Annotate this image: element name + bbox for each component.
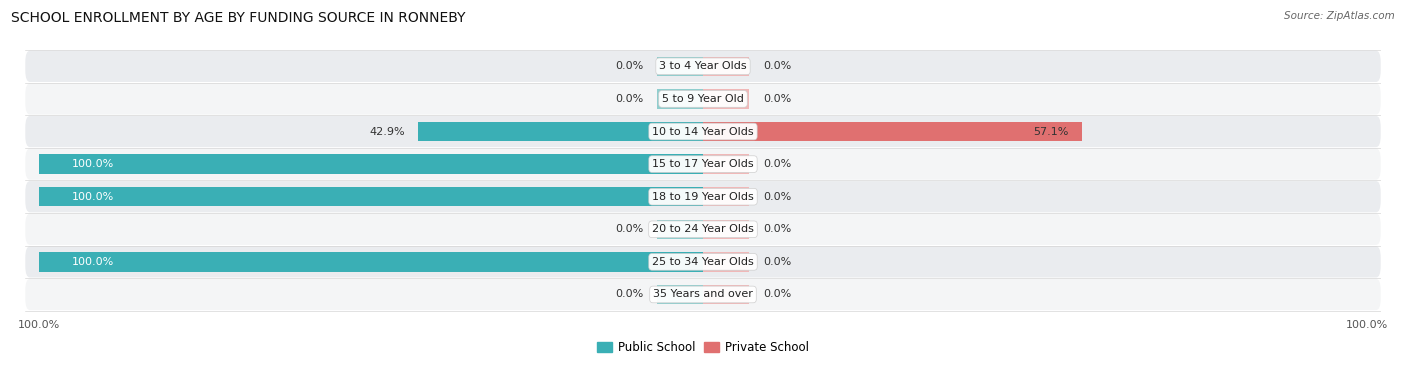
Text: 0.0%: 0.0% [763, 61, 792, 71]
Legend: Public School, Private School: Public School, Private School [593, 336, 813, 359]
Bar [703, 89, 749, 109]
FancyBboxPatch shape [25, 83, 1381, 115]
Bar [657, 219, 703, 239]
Bar [703, 252, 749, 272]
Bar [39, 187, 703, 207]
FancyBboxPatch shape [25, 181, 1381, 212]
Text: 100.0%: 100.0% [72, 257, 114, 267]
Text: Source: ZipAtlas.com: Source: ZipAtlas.com [1284, 11, 1395, 21]
Text: 3 to 4 Year Olds: 3 to 4 Year Olds [659, 61, 747, 71]
Text: 0.0%: 0.0% [763, 94, 792, 104]
Text: 0.0%: 0.0% [614, 224, 643, 234]
Bar [657, 57, 703, 76]
Text: 20 to 24 Year Olds: 20 to 24 Year Olds [652, 224, 754, 234]
Text: 35 Years and over: 35 Years and over [652, 290, 754, 299]
Text: 18 to 19 Year Olds: 18 to 19 Year Olds [652, 192, 754, 202]
FancyBboxPatch shape [25, 279, 1381, 310]
Text: 0.0%: 0.0% [614, 290, 643, 299]
Bar [703, 154, 749, 174]
Text: 0.0%: 0.0% [763, 192, 792, 202]
FancyBboxPatch shape [25, 116, 1381, 147]
Text: 0.0%: 0.0% [763, 257, 792, 267]
Bar [657, 285, 703, 304]
Text: 0.0%: 0.0% [614, 94, 643, 104]
Text: 100.0%: 100.0% [72, 192, 114, 202]
Text: 57.1%: 57.1% [1033, 127, 1069, 136]
Bar [703, 122, 1083, 141]
FancyBboxPatch shape [25, 214, 1381, 245]
Bar [703, 285, 749, 304]
FancyBboxPatch shape [25, 51, 1381, 82]
Text: 0.0%: 0.0% [763, 159, 792, 169]
Bar [39, 154, 703, 174]
Text: 100.0%: 100.0% [72, 159, 114, 169]
Bar [39, 252, 703, 272]
Text: 5 to 9 Year Old: 5 to 9 Year Old [662, 94, 744, 104]
FancyBboxPatch shape [25, 246, 1381, 277]
Bar [703, 187, 749, 207]
Text: 42.9%: 42.9% [370, 127, 405, 136]
Text: SCHOOL ENROLLMENT BY AGE BY FUNDING SOURCE IN RONNEBY: SCHOOL ENROLLMENT BY AGE BY FUNDING SOUR… [11, 11, 465, 25]
Text: 0.0%: 0.0% [763, 290, 792, 299]
Text: 10 to 14 Year Olds: 10 to 14 Year Olds [652, 127, 754, 136]
Text: 25 to 34 Year Olds: 25 to 34 Year Olds [652, 257, 754, 267]
Bar [703, 219, 749, 239]
Bar [703, 57, 749, 76]
Bar [418, 122, 703, 141]
Text: 0.0%: 0.0% [614, 61, 643, 71]
FancyBboxPatch shape [25, 149, 1381, 180]
Text: 15 to 17 Year Olds: 15 to 17 Year Olds [652, 159, 754, 169]
Bar [657, 89, 703, 109]
Text: 0.0%: 0.0% [763, 224, 792, 234]
